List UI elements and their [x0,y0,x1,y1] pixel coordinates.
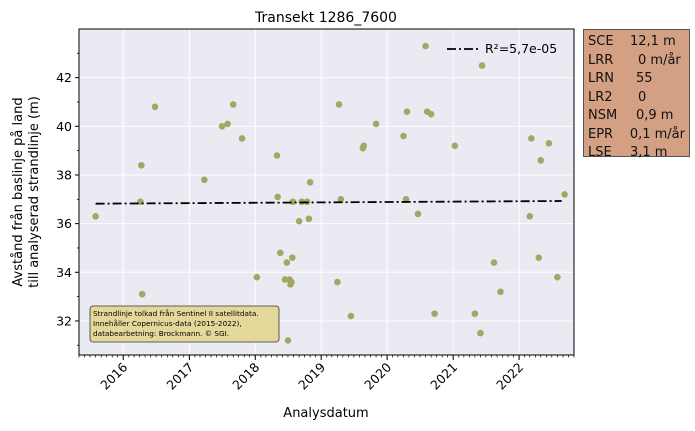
data-point [545,140,553,147]
data-point [402,195,410,203]
data-point [273,152,281,159]
stats-row-lrr: LRR 0 m/år [588,52,685,71]
stats-value: 0,9 m [636,108,674,123]
x-tick-label: 2019 [295,359,328,392]
data-point [288,278,295,286]
grid [79,29,574,355]
data-point [431,310,438,317]
data-point [372,120,380,128]
stats-row-lrn: LRN 55 [588,70,685,89]
y-axis-label-line2: till analyserad strandlinje (m) [27,96,42,288]
data-point [535,254,543,261]
annotation-line3: databearbetning: Brockmann. © SGI. [93,329,229,338]
stats-value: 0 [638,89,647,105]
data-point [537,157,545,164]
data-point [490,259,498,266]
data-point [561,191,568,198]
data-point [400,132,407,140]
stats-value: 12,1 m [630,34,676,49]
data-point [477,329,484,337]
plot-frame [78,28,575,356]
y-ticks: 32 34 36 38 40 42 [56,70,79,328]
stats-value: 55 [636,71,653,86]
y-tick-label: 32 [56,313,72,328]
stats-key: LR2 [588,89,613,105]
stats-key: LRR [588,52,614,68]
stats-key: LRN [588,71,614,86]
stats-row-lse: LSE 3,1 m [588,144,685,163]
annotation-box: Strandlinje tolkad från Sentinel II sate… [89,305,280,343]
data-point [138,290,146,298]
x-tick-label: 2020 [361,359,394,392]
data-point [277,249,284,257]
stats-key: NSM [588,108,618,123]
data-point [422,42,429,50]
x-tick-label: 2018 [229,359,262,392]
stats-value: 3,1 m [630,145,668,160]
data-point [528,135,535,142]
stats-key: SCE [588,34,614,49]
stats-row-lr2: LR2 0 [588,89,685,108]
data-point [238,135,246,142]
x-tick-label: 2022 [493,360,526,393]
data-point [414,210,422,218]
y-tick-label: 36 [56,216,72,231]
data-point [478,62,486,69]
x-ticks: 2016 2017 2018 2019 2020 2021 2022 [97,355,526,393]
data-point [427,110,435,118]
stats-value: 0,1 m/år [629,126,685,142]
data-point [295,217,303,225]
x-tick-label: 2021 [427,360,460,393]
chart-title: Transekt 1286_7600 [254,10,397,26]
data-point [305,215,313,223]
data-point [274,193,281,201]
data-point [403,108,411,116]
data-point [306,178,314,186]
data-point [497,288,504,296]
data-point [201,176,208,184]
data-point [347,312,355,320]
stats-box: SCE 12,1 m LRR 0 m/år LRN 55 LR2 0 NSM 0,9 m … [583,29,690,160]
data-point [151,103,159,111]
stats-row-sce: SCE 12,1 m [588,33,685,52]
y-tick-label: 40 [56,119,72,134]
y-tick-label: 34 [56,265,72,280]
data-point [283,259,291,266]
data-point [253,273,261,281]
legend: R²=5,7e-05 [447,41,557,56]
x-axis-label: Analysdatum [283,406,368,421]
x-tick-label: 2017 [163,360,196,393]
data-point [554,273,561,281]
y-axis-label-line1: Avstånd från baslinje på land [11,97,26,286]
stats-row-epr: EPR 0,1 m/år [588,126,685,145]
x-tick-label: 2016 [97,359,130,392]
data-point [224,120,231,128]
data-point [334,278,341,286]
data-point [526,213,534,220]
y-tick-label: 42 [56,70,72,85]
data-point [471,310,479,317]
data-point [229,101,237,108]
trend-line [95,200,562,205]
data-point [288,254,296,261]
stats-row-nsm: NSM 0,9 m [588,107,685,126]
data-point [360,142,368,150]
data-point [451,142,459,150]
data-point [337,195,345,203]
data-point [281,276,289,283]
legend-label: R²=5,7e-05 [485,41,557,56]
stats-key: EPR [588,126,614,142]
data-point [92,213,99,220]
data-point [284,337,292,344]
stats-key: LSE [588,145,612,160]
stats-value: 0 m/år [638,52,681,68]
data-point [138,161,145,169]
plot-area [79,29,574,355]
data-point [335,101,343,108]
annotation-line1: Strandlinje tolkad från Sentinel II sate… [93,309,259,318]
annotation-line2: Innehåller Copernicus-data (2015-2022), [93,319,242,328]
data-point [218,123,226,130]
y-tick-label: 38 [56,167,72,182]
